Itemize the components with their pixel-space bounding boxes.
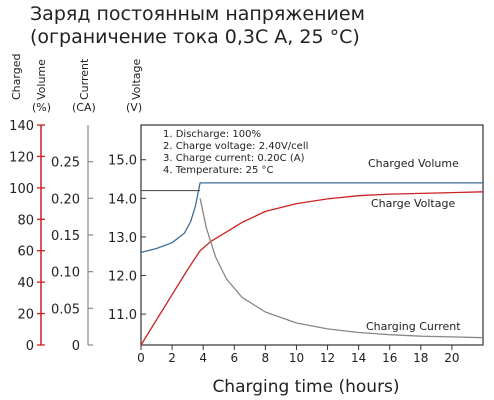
- x-tick-label: 18: [413, 351, 428, 365]
- x-tick-label: 20: [444, 351, 459, 365]
- x-tick-label: 4: [199, 351, 207, 365]
- plot-frame: [140, 124, 484, 346]
- voltage-ticks: 11.0 12.0 13.0 14.0 15.0: [108, 154, 146, 323]
- current-axis-unit: (CA): [72, 101, 96, 114]
- voltage-tick-label: 12.0: [108, 270, 137, 285]
- current-tick-label: 0.05: [51, 302, 80, 317]
- x-tick-label: 14: [351, 351, 366, 365]
- current-axis-title: Current: [78, 58, 91, 100]
- x-axis-title: Charging time (hours): [212, 377, 399, 397]
- x-tick-label: 0: [137, 351, 145, 365]
- x-ticks: 0 2 4 6 8 10 12 14 16 18 20: [137, 345, 460, 365]
- voltage-tick-label: 15.0: [108, 154, 137, 169]
- current-ticks: 0 0.05 0.10 0.15 0.20 0.25: [51, 156, 93, 354]
- annotation-line-2: 2. Charge voltage: 2.40V/cell: [163, 141, 308, 152]
- charging-current-label: Charging Current: [366, 320, 461, 333]
- current-tick-label: 0.15: [51, 229, 80, 244]
- charged-volume-label: Charged Volume: [368, 157, 459, 170]
- charged-tick-label: 100: [9, 182, 34, 197]
- current-tick-label: 0.20: [51, 192, 80, 207]
- charged-ticks: 0 20 40 60 80 100 120 140: [9, 119, 45, 354]
- x-tick-label: 16: [382, 351, 397, 365]
- current-tick-label: 0: [72, 339, 80, 354]
- charged-tick-label: 0: [26, 339, 34, 354]
- voltage-tick-label: 11.0: [108, 308, 137, 323]
- x-tick-label: 8: [262, 351, 270, 365]
- voltage-axis-unit: (V): [126, 101, 142, 114]
- annotation-line-1: 1. Discharge: 100%: [163, 129, 261, 140]
- current-tick-label: 0.10: [51, 266, 80, 281]
- charged-tick-label: 140: [9, 119, 34, 134]
- x-tick-label: 12: [320, 351, 335, 365]
- x-tick-label: 6: [230, 351, 238, 365]
- voltage-axis-title: Voltage: [130, 59, 143, 100]
- x-tick-label: 2: [168, 351, 176, 365]
- annotation-line-3: 3. Charge current: 0.20C (A): [163, 153, 305, 164]
- chart-subtitle: (ограничение тока 0,3С А, 25 °С): [30, 26, 360, 48]
- volume-axis-title: Volume: [35, 59, 48, 100]
- charge-voltage-label: Charge Voltage: [371, 197, 455, 210]
- voltage-tick-label: 14.0: [108, 192, 137, 207]
- charged-tick-label: 120: [9, 150, 34, 165]
- charged-tick-label: 40: [17, 276, 34, 291]
- charged-tick-label: 20: [17, 308, 34, 323]
- charged-axis-title: Charged: [10, 54, 23, 100]
- current-tick-label: 0.25: [51, 156, 80, 171]
- annotation-line-4: 4. Temperature: 25 °C: [163, 165, 274, 176]
- charged-tick-label: 80: [17, 213, 34, 228]
- charged-tick-label: 60: [17, 245, 34, 260]
- x-tick-label: 10: [289, 351, 304, 365]
- chart-title: Заряд постоянным напряжением: [30, 3, 365, 25]
- charging-current-line: [199, 198, 484, 339]
- charge-voltage-line: [140, 182, 483, 254]
- volume-axis-unit: (%): [32, 101, 51, 114]
- voltage-tick-label: 13.0: [108, 231, 137, 246]
- series-layer: [140, 182, 484, 346]
- charged-volume-line: [140, 191, 484, 346]
